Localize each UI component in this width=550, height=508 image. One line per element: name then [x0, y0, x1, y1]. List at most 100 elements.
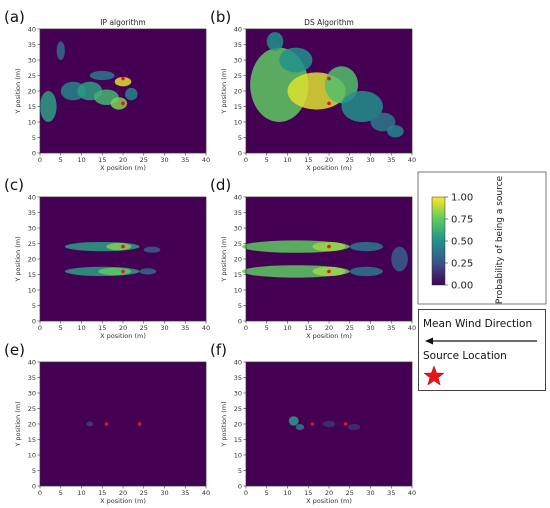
x-tick-label: 25 [346, 324, 354, 332]
x-tick-label: 30 [160, 324, 168, 332]
colorbar-tick-label: 0.25 [451, 259, 473, 270]
x-tick-label: 15 [304, 324, 312, 332]
y-tick-label: 30 [234, 389, 242, 397]
x-axis-label: X position (m) [100, 497, 146, 505]
panel-title: DS Algorithm [304, 18, 354, 27]
x-tick-label: 15 [304, 489, 312, 497]
x-tick-label: 5 [59, 156, 63, 164]
x-tick-label: 10 [283, 324, 291, 332]
probability-blob [288, 416, 299, 426]
x-tick-label: 15 [98, 156, 106, 164]
y-tick-label: 5 [238, 134, 242, 142]
y-tick-label: 35 [234, 41, 242, 49]
y-tick-label: 5 [238, 467, 242, 475]
x-axis-label: X position (m) [306, 332, 352, 340]
probability-blob [40, 91, 57, 122]
y-axis-label: Y position (m) [220, 68, 228, 114]
source-marker [343, 422, 348, 426]
source-marker [104, 422, 109, 426]
heatmap-panel: 0 5 10 15 20 25 30 35 40 0 5 10 15 20 25 30 35 40 X positi… [210, 8, 416, 172]
y-tick-label: 30 [28, 56, 36, 64]
x-tick-label: 0 [244, 324, 248, 332]
source-marker [121, 244, 125, 249]
y-tick-label: 5 [32, 467, 36, 475]
source-marker [327, 76, 331, 81]
x-tick-label: 5 [59, 489, 63, 497]
y-tick-label: 35 [28, 41, 36, 49]
source-marker [121, 76, 125, 81]
colorbar-gradient [431, 196, 446, 286]
x-tick-label: 5 [265, 489, 269, 497]
x-tick-label: 5 [265, 156, 269, 164]
source-marker [327, 269, 331, 274]
y-tick-label: 10 [234, 451, 242, 459]
y-tick-label: 35 [234, 209, 242, 217]
panel-title: IP algorithm [100, 18, 145, 27]
source-marker [327, 244, 331, 249]
panel-label: (b) [210, 8, 231, 26]
probability-blob [370, 112, 396, 132]
x-tick-label: 25 [140, 489, 148, 497]
y-tick-label: 30 [28, 224, 36, 232]
heatmap-panel: 0 5 10 15 20 25 30 35 40 0 5 10 15 20 25 30 35 40 X positi… [210, 176, 416, 340]
x-tick-label: 20 [325, 489, 333, 497]
x-tick-label: 10 [283, 489, 291, 497]
y-tick-label: 25 [28, 72, 36, 80]
y-tick-label: 40 [234, 25, 242, 33]
x-tick-label: 25 [140, 156, 148, 164]
x-tick-label: 35 [387, 156, 395, 164]
x-tick-label: 20 [119, 489, 127, 497]
y-tick-label: 20 [28, 255, 36, 263]
y-axis-label: Y position (m) [14, 68, 22, 114]
y-tick-label: 40 [234, 193, 242, 201]
y-tick-label: 15 [28, 436, 36, 444]
x-tick-label: 35 [387, 324, 395, 332]
x-tick-label: 25 [346, 489, 354, 497]
x-axis-label: X position (m) [306, 164, 352, 172]
x-tick-label: 20 [119, 324, 127, 332]
probability-blob [106, 242, 132, 251]
star-icon [423, 365, 445, 386]
y-tick-label: 0 [238, 149, 242, 157]
y-axis-label: Y position (m) [220, 401, 228, 447]
y-tick-label: 35 [28, 209, 36, 217]
colorbar-tick-label: 0.00 [451, 281, 473, 292]
x-tick-label: 10 [77, 156, 85, 164]
y-tick-label: 15 [234, 103, 242, 111]
probability-blob [341, 91, 383, 122]
probability-blob [295, 424, 305, 431]
x-tick-label: 0 [244, 156, 248, 164]
probability-blob [143, 246, 161, 253]
x-tick-label: 30 [160, 156, 168, 164]
y-tick-label: 15 [234, 436, 242, 444]
plot-area [40, 197, 206, 321]
heatmap-panel: 0 5 10 15 20 25 30 35 40 0 5 10 15 20 25 30 35 40 X positi… [4, 8, 210, 172]
y-tick-label: 0 [238, 482, 242, 490]
y-tick-label: 20 [234, 420, 242, 428]
y-tick-label: 25 [28, 405, 36, 413]
probability-blob [56, 41, 65, 60]
probability-blob [266, 32, 284, 51]
wind-arrow-icon [425, 337, 537, 345]
x-tick-label: 25 [346, 156, 354, 164]
heatmap-panel: 0 5 10 15 20 25 30 35 40 0 5 10 15 20 25 30 35 40 X positi… [4, 176, 210, 340]
x-tick-label: 10 [283, 156, 291, 164]
colorbar-tick-label: 0.75 [451, 215, 473, 226]
heatmap-panel: 0 5 10 15 20 25 30 35 40 0 5 10 15 20 25 30 35 40 X positi… [210, 341, 416, 505]
x-tick-label: 40 [408, 156, 416, 164]
y-tick-label: 5 [238, 302, 242, 310]
probability-blob [125, 87, 138, 101]
y-axis-label: Y position (m) [14, 236, 22, 282]
x-tick-label: 20 [119, 156, 127, 164]
x-tick-label: 40 [408, 324, 416, 332]
y-tick-label: 40 [234, 358, 242, 366]
probability-blob [114, 77, 132, 87]
x-axis-label: X position (m) [306, 497, 352, 505]
x-tick-label: 35 [181, 324, 189, 332]
panel-label: (e) [4, 341, 25, 359]
y-tick-label: 30 [234, 224, 242, 232]
y-tick-label: 0 [32, 149, 36, 157]
x-tick-label: 35 [387, 489, 395, 497]
y-tick-label: 25 [234, 405, 242, 413]
